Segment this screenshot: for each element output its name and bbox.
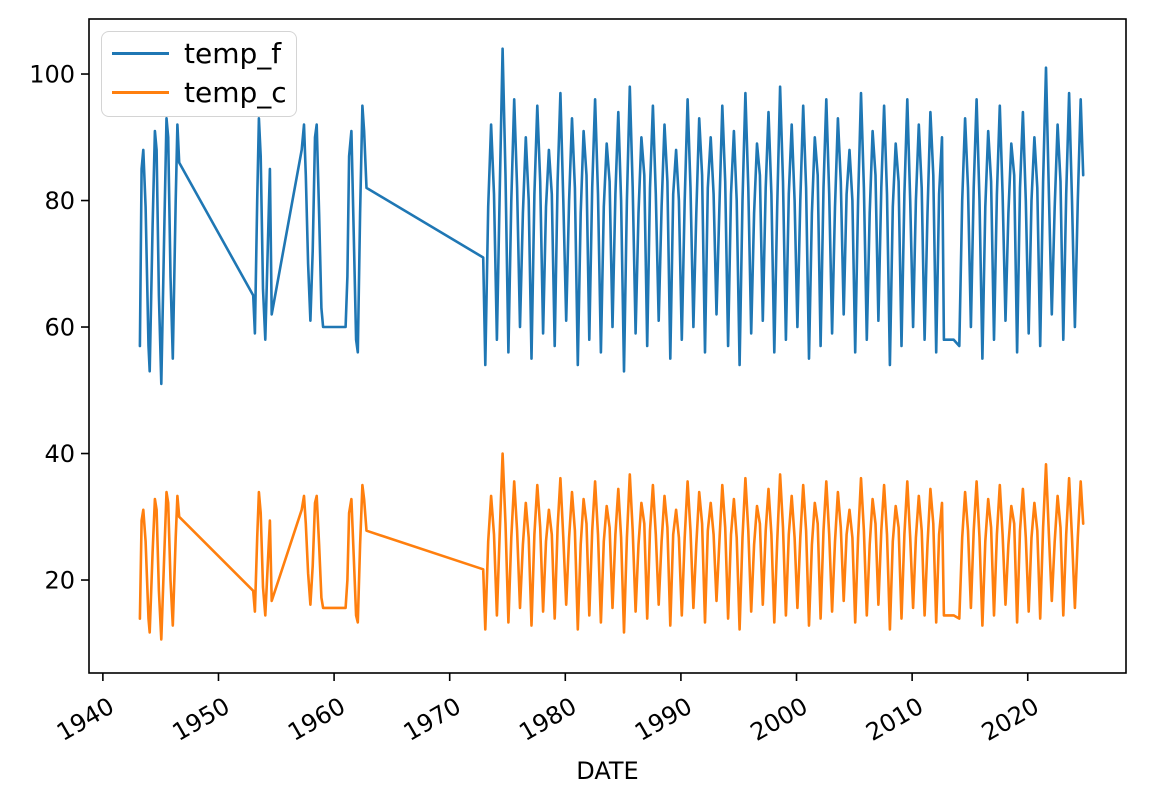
x-tick-label: 1960 xyxy=(283,692,350,747)
x-tick-label: 2010 xyxy=(861,692,928,747)
legend: temp_f temp_c xyxy=(101,31,297,117)
y-tick-label: 40 xyxy=(44,440,75,468)
x-tick-label: 1980 xyxy=(514,692,581,747)
legend-item-temp-f: temp_f xyxy=(112,36,296,70)
axes-spines xyxy=(88,18,1127,674)
x-tick-label: 1970 xyxy=(399,692,466,747)
y-tick-label: 60 xyxy=(44,314,75,342)
x-tick-label: 1940 xyxy=(52,692,119,747)
y-tick-label: 100 xyxy=(29,61,75,89)
x-tick-label: 2000 xyxy=(746,692,813,747)
legend-line-temp-f-icon xyxy=(112,52,169,55)
y-tick-label: 20 xyxy=(44,567,75,595)
x-axis-title: DATE xyxy=(576,757,639,785)
series-line-temp_c xyxy=(138,452,1085,641)
x-tick-label: 1950 xyxy=(168,692,235,747)
legend-label-temp-f: temp_f xyxy=(184,36,282,70)
legend-line-temp-c-icon xyxy=(112,91,169,94)
series-line-temp_f xyxy=(138,47,1085,386)
legend-item-temp-c: temp_c xyxy=(112,75,296,109)
legend-label-temp-c: temp_c xyxy=(184,75,287,109)
y-tick-label: 80 xyxy=(44,187,75,215)
x-tick-label: 2020 xyxy=(977,692,1044,747)
x-tick-label: 1990 xyxy=(630,692,697,747)
